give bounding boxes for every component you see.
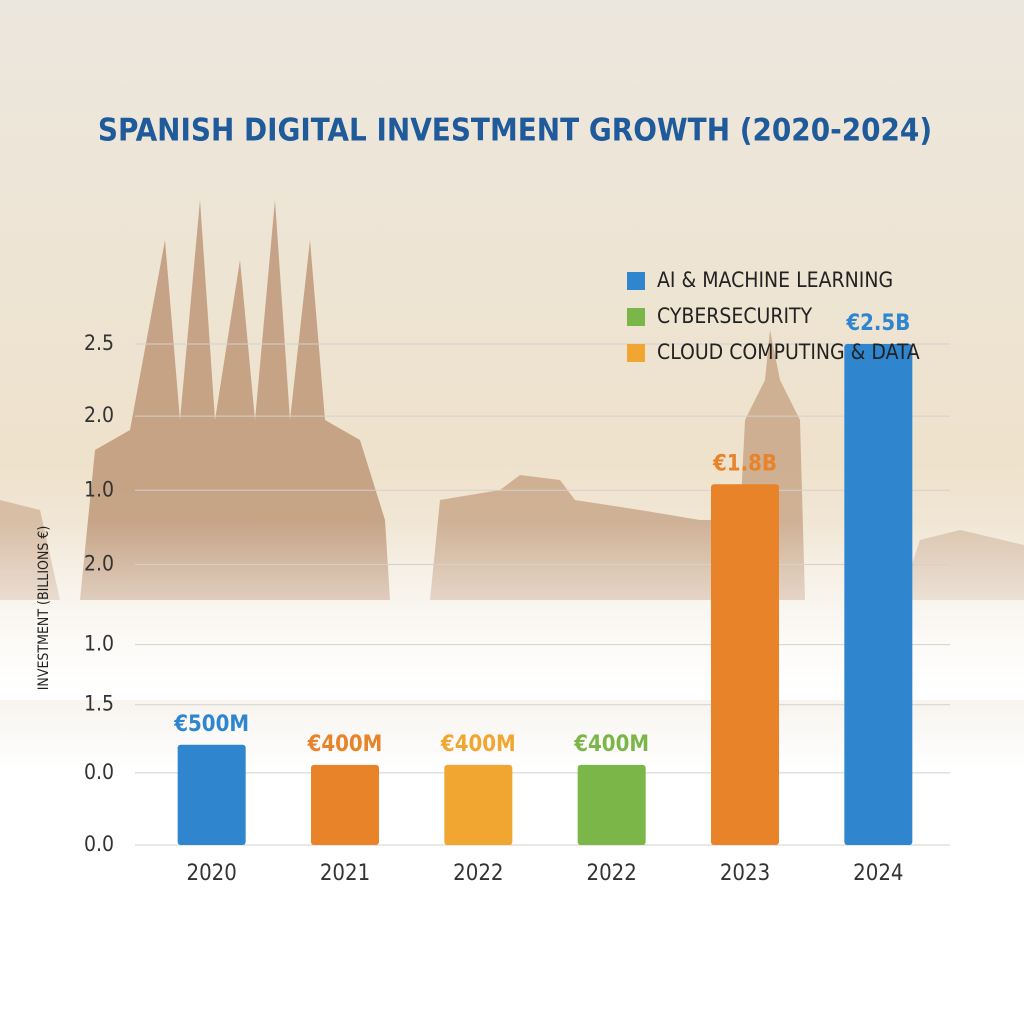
y-tick-label: 1.5 (84, 692, 114, 716)
x-tick-label: 2023 (720, 861, 770, 886)
value-label: €2.5B (845, 311, 910, 336)
value-label: €400M (440, 732, 516, 757)
legend-label: CLOUD COMPUTING & DATA (657, 340, 920, 364)
x-tick-label: 2022 (586, 861, 636, 886)
x-tick-label: 2022 (453, 861, 503, 886)
y-axis-label: INVESTMENT (BILLIONS €) (36, 526, 52, 691)
y-tick-label: 1.0 (84, 477, 114, 501)
value-label: €500M (173, 712, 249, 737)
x-tick-label: 2020 (186, 861, 236, 886)
y-tick-label: 1.0 (84, 632, 114, 656)
bar (177, 744, 246, 845)
legend-swatch (627, 344, 645, 362)
x-tick-label: 2024 (853, 861, 903, 886)
legend-swatch (627, 272, 645, 290)
bar (444, 764, 513, 845)
bar (844, 344, 913, 845)
bar (711, 484, 779, 845)
value-label: €400M (573, 732, 649, 757)
x-tick-label: 2021 (320, 861, 370, 886)
chart-title: SPANISH DIGITAL INVESTMENT GROWTH (2020-… (98, 113, 932, 149)
value-label: €1.8B (712, 451, 777, 476)
y-tick-label: 2.5 (84, 331, 114, 355)
value-label: €400M (307, 732, 383, 757)
bar (577, 764, 646, 845)
y-tick-label: 2.0 (84, 403, 114, 427)
bar (311, 764, 379, 845)
legend-label: AI & MACHINE LEARNING (657, 268, 893, 292)
legend-label: CYBERSECURITY (657, 304, 813, 328)
y-tick-label: 2.0 (84, 551, 114, 575)
y-tick-label: 0.0 (84, 832, 114, 856)
legend-swatch (627, 308, 645, 326)
y-tick-label: 0.0 (84, 760, 114, 784)
